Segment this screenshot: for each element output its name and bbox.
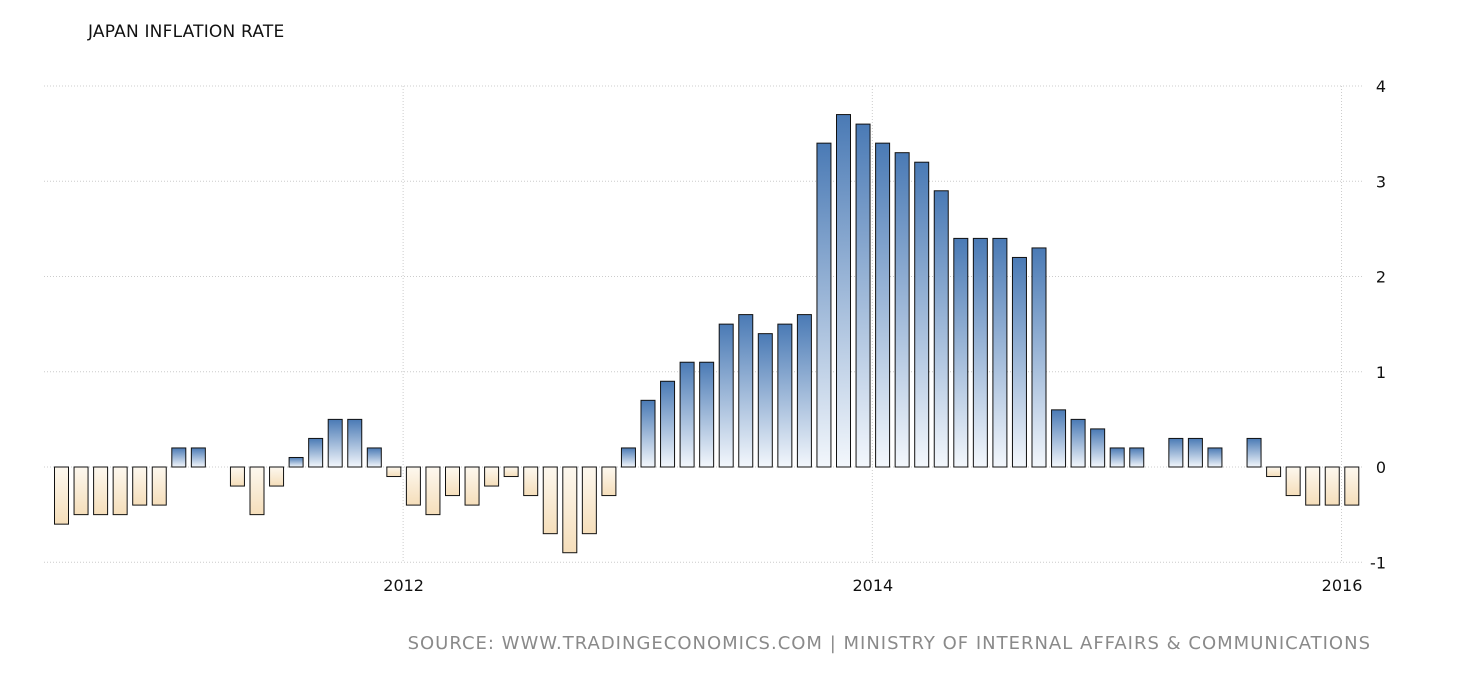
bar — [933, 190, 949, 468]
bar — [445, 466, 460, 497]
bar — [229, 466, 245, 487]
y-tick-label: 0 — [1376, 458, 1386, 477]
gridlines — [44, 85, 1362, 563]
bar — [1090, 428, 1106, 468]
bar — [93, 466, 109, 516]
bar — [1070, 418, 1086, 468]
y-tick-label: 4 — [1376, 77, 1386, 96]
bar — [640, 399, 656, 468]
bar — [1187, 437, 1203, 468]
bar — [484, 466, 500, 487]
chart-title: JAPAN INFLATION RATE — [88, 22, 285, 42]
bar — [914, 161, 930, 468]
bar — [1305, 466, 1321, 506]
bar — [73, 466, 89, 516]
bar — [855, 123, 871, 468]
bar — [777, 323, 793, 468]
bar — [1207, 447, 1223, 468]
bar — [523, 466, 539, 497]
bar — [503, 466, 519, 478]
bar — [718, 323, 734, 468]
bar — [386, 466, 402, 478]
x-tick-label: 2014 — [852, 576, 893, 595]
x-tick-label: 2016 — [1322, 576, 1363, 595]
bar — [288, 456, 304, 468]
bars — [54, 114, 1360, 554]
bar — [269, 466, 285, 487]
bar — [425, 466, 441, 516]
bar — [796, 314, 812, 468]
bar — [1129, 447, 1145, 468]
bar — [1168, 437, 1184, 468]
bar — [894, 152, 910, 468]
bar — [992, 237, 1008, 468]
y-axis-tick-labels: 4 3 2 1 0 -1 — [1370, 77, 1386, 572]
y-tick-label: -1 — [1370, 553, 1386, 572]
bar — [620, 447, 636, 468]
bar — [171, 447, 187, 468]
bar — [875, 142, 891, 468]
bar — [132, 466, 148, 506]
bar — [601, 466, 617, 497]
bar — [1109, 447, 1125, 468]
bar — [1266, 466, 1282, 478]
bar — [1031, 247, 1047, 468]
bar — [190, 447, 206, 468]
bar — [757, 333, 773, 468]
bar — [542, 466, 558, 535]
bar — [679, 361, 695, 468]
bar — [1011, 256, 1027, 468]
source-attribution: SOURCE: WWW.TRADINGECONOMICS.COM | MINIS… — [407, 633, 1371, 654]
bar — [836, 114, 851, 468]
bar — [1051, 409, 1067, 468]
y-tick-label: 3 — [1376, 172, 1386, 191]
x-axis-tick-labels: 2012 2014 2016 — [383, 576, 1362, 595]
bar — [1246, 437, 1262, 468]
x-tick-label: 2012 — [383, 576, 424, 595]
bar — [972, 237, 988, 468]
bar — [562, 466, 578, 554]
bar — [366, 447, 382, 468]
bar — [660, 380, 676, 468]
y-tick-label: 1 — [1376, 363, 1386, 382]
bar — [816, 142, 832, 468]
bar — [953, 237, 969, 468]
bar — [699, 361, 715, 468]
bar — [308, 437, 324, 468]
bar — [347, 418, 363, 468]
bar — [405, 466, 421, 506]
bar — [1324, 466, 1340, 506]
bar — [1344, 466, 1360, 506]
bar — [1285, 466, 1301, 497]
bar — [249, 466, 265, 516]
bar — [327, 418, 343, 468]
bar — [464, 466, 480, 506]
bar — [112, 466, 128, 516]
bar — [54, 466, 69, 525]
y-tick-label: 2 — [1376, 268, 1386, 287]
bar — [151, 466, 167, 506]
bar — [738, 314, 754, 468]
bar — [581, 466, 597, 535]
